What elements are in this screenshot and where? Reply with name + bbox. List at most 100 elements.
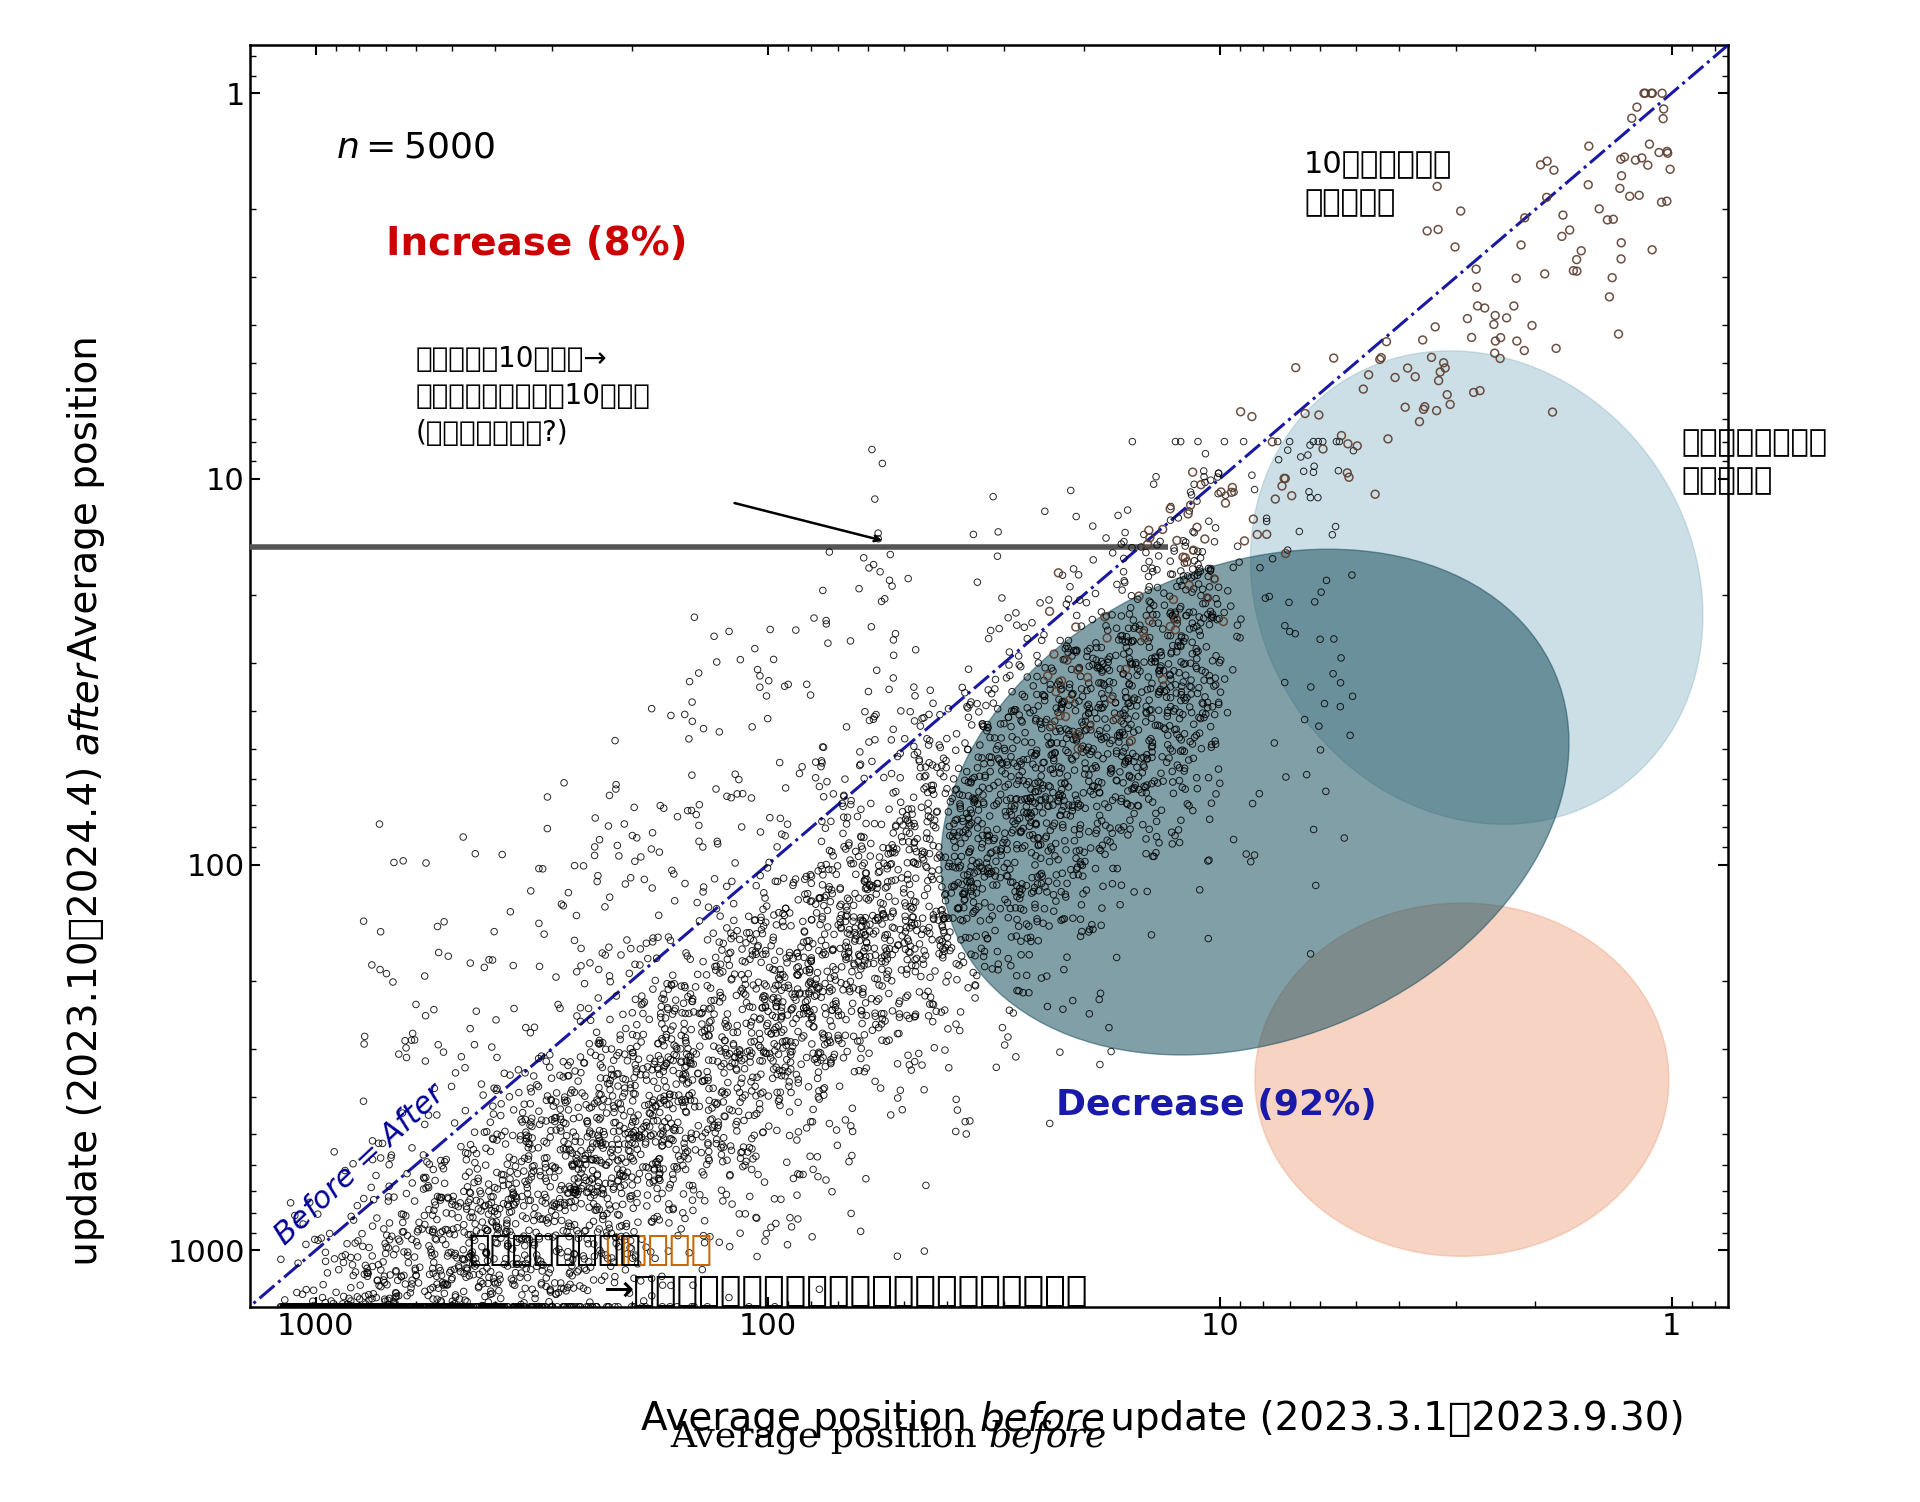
Point [776,1039,806,1063]
Point [1296,942,1327,966]
Point [914,703,945,727]
Point [541,1281,572,1305]
Point [509,1244,540,1268]
Point [1060,614,1091,638]
Point [991,789,1021,813]
Point [856,749,887,774]
Point [659,972,689,996]
Point [1041,864,1071,888]
Point [603,1148,634,1172]
Point [593,1217,624,1241]
Point [1123,718,1154,742]
Point [601,1126,632,1151]
Point [568,853,599,877]
Point [528,1206,559,1230]
Point [486,1123,516,1148]
Point [493,1200,524,1224]
Point [616,1000,647,1024]
Point [1033,733,1064,757]
Point [275,1191,305,1215]
Point [328,1295,359,1319]
Point [1181,656,1212,680]
Point [716,1051,747,1075]
Point [612,1242,643,1266]
Point [1194,849,1225,873]
Point [580,835,611,859]
Point [415,1238,445,1262]
Point [868,892,899,916]
Point [866,589,897,613]
Point [332,1295,363,1319]
Point [747,897,778,921]
Point [924,867,954,891]
Point [948,951,979,975]
Point [524,1227,555,1251]
Point [300,1295,330,1319]
Point [745,906,776,930]
Point [444,1295,474,1319]
Point [407,1295,438,1319]
Point [593,1089,624,1113]
Point [839,916,870,940]
Point [847,853,877,877]
Point [737,996,768,1020]
Point [682,1042,712,1066]
Point [486,1295,516,1319]
Point [707,1080,737,1104]
Point [891,963,922,987]
Point [720,852,751,876]
Point [973,677,1004,701]
Point [305,1295,336,1319]
Point [904,713,935,737]
Text: →「個人ブログの壁」に阻まれ，再浮上は困難？: →「個人ブログの壁」に阻まれ，再浮上は困難？ [605,1274,1089,1308]
Point [749,984,780,1008]
Point [470,1241,501,1265]
Point [774,1123,804,1148]
Point [1021,737,1052,762]
Point [1046,778,1077,802]
Point [516,1277,547,1301]
Point [985,712,1016,736]
Point [1096,728,1127,753]
Point [501,1253,532,1277]
Point [707,1133,737,1157]
Point [390,1029,420,1053]
Point [1137,790,1167,814]
Point [924,835,954,859]
Point [914,1003,945,1027]
Point [860,703,891,727]
Point [885,988,916,1012]
Point [455,951,486,975]
Point [342,1295,372,1319]
Point [1423,218,1453,242]
Point [311,1295,342,1319]
Point [843,805,874,829]
Point [1154,550,1185,574]
Point [680,975,710,999]
Point [647,1134,678,1158]
Point [618,1295,649,1319]
Point [1348,377,1379,401]
Point [513,1131,543,1155]
Point [478,1295,509,1319]
Point [908,918,939,942]
Point [1164,769,1194,793]
Point [526,1295,557,1319]
Point [639,1247,670,1271]
Point [993,706,1023,730]
Point [893,927,924,951]
Point [876,928,906,952]
Point [586,1268,616,1292]
Point [1152,722,1183,746]
Point [833,1149,864,1173]
Point [603,834,634,858]
Point [605,1023,636,1047]
Point [505,1123,536,1148]
Point [1217,556,1248,580]
Point [588,1178,618,1202]
Point [549,1277,580,1301]
Point [561,904,591,928]
Point [910,943,941,967]
Point [367,1295,397,1319]
Point [528,1253,559,1277]
